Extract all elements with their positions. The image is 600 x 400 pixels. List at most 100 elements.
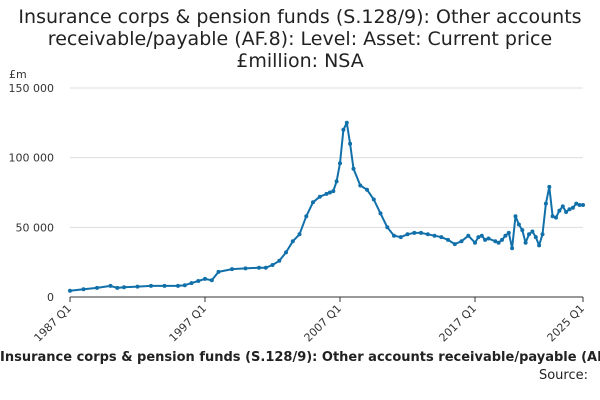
data-point xyxy=(554,215,558,220)
data-point xyxy=(527,232,531,237)
data-point xyxy=(398,235,403,240)
data-point xyxy=(510,246,515,251)
data-point xyxy=(506,230,511,235)
data-point xyxy=(405,232,410,237)
data-point xyxy=(479,233,484,238)
data-point xyxy=(81,287,86,292)
series-layer xyxy=(68,120,585,293)
data-point xyxy=(577,203,582,207)
data-point xyxy=(263,265,268,270)
data-point xyxy=(432,233,437,238)
data-point xyxy=(543,201,548,206)
data-point xyxy=(419,230,423,235)
data-point xyxy=(365,187,369,192)
data-point xyxy=(503,233,508,238)
data-point xyxy=(327,190,332,195)
data-point xyxy=(496,240,501,245)
y-tick-label: 0 xyxy=(47,291,54,304)
data-point xyxy=(108,283,113,288)
data-point xyxy=(540,232,545,237)
data-point xyxy=(533,235,538,240)
chart-caption: Insurance corps & pension funds (S.128/9… xyxy=(0,350,600,365)
data-point xyxy=(348,141,353,146)
y-tick-label: 150 000 xyxy=(9,82,55,95)
data-point xyxy=(567,207,572,212)
data-point xyxy=(334,179,339,184)
chart-title-line-2: receivable/payable (AF.8): Level: Asset:… xyxy=(47,28,553,50)
y-tick-label: 100 000 xyxy=(9,152,55,165)
data-point xyxy=(331,189,336,194)
data-point xyxy=(277,258,282,263)
data-point xyxy=(344,120,349,125)
data-point xyxy=(243,266,248,271)
data-point xyxy=(483,237,488,242)
series-line xyxy=(69,121,583,292)
data-point xyxy=(564,210,569,214)
data-point xyxy=(473,240,477,245)
data-point xyxy=(338,161,342,166)
data-point xyxy=(196,279,201,283)
data-point xyxy=(162,283,167,288)
data-point xyxy=(371,197,376,202)
data-point xyxy=(466,233,471,238)
data-point xyxy=(523,240,528,245)
data-point xyxy=(452,242,457,247)
x-tick-label: 2017 Q1 xyxy=(437,302,480,345)
data-point xyxy=(476,235,481,240)
y-tick-label: 50 000 xyxy=(16,221,55,234)
data-point xyxy=(516,222,521,227)
data-point xyxy=(284,250,288,255)
data-point xyxy=(176,283,180,288)
data-point xyxy=(230,267,234,272)
data-point xyxy=(500,237,504,242)
data-point xyxy=(351,166,356,171)
x-tick-label: 2025 Q1 xyxy=(545,302,588,345)
data-point xyxy=(557,208,562,213)
data-point xyxy=(560,204,565,209)
data-point xyxy=(149,283,153,288)
data-point xyxy=(115,285,120,290)
data-point xyxy=(209,278,214,283)
source-label: Source: xyxy=(538,368,588,383)
data-point xyxy=(358,183,363,188)
data-point xyxy=(439,235,444,240)
data-point xyxy=(550,214,555,219)
data-point xyxy=(581,203,585,207)
data-point xyxy=(324,191,329,196)
x-tick-label: 1997 Q1 xyxy=(167,302,210,345)
chart-title-line-3: £million: NSA xyxy=(236,50,364,72)
data-point xyxy=(297,232,302,237)
data-point xyxy=(290,239,295,244)
data-point xyxy=(425,232,430,237)
data-point xyxy=(68,288,72,293)
x-tick-label: 1987 Q1 xyxy=(32,302,75,345)
grid-lines xyxy=(70,87,583,228)
data-point xyxy=(392,233,396,238)
data-point xyxy=(270,263,275,267)
data-point xyxy=(304,214,309,219)
x-axis: 1987 Q1 1997 Q1 2007 Q1 2017 Q1 2025 Q1 xyxy=(32,296,588,345)
data-point xyxy=(317,194,322,199)
chart-title-line-1: Insurance corps & pension funds (S.128/9… xyxy=(18,6,582,28)
data-point xyxy=(486,236,491,241)
data-point xyxy=(122,285,126,290)
data-point xyxy=(385,225,390,230)
data-point xyxy=(311,200,315,205)
data-point xyxy=(530,229,535,234)
data-point xyxy=(189,281,194,286)
data-point xyxy=(257,265,261,270)
data-point xyxy=(378,211,383,216)
data-point xyxy=(446,237,450,242)
chart-title: Insurance corps & pension funds (S.128/9… xyxy=(0,6,600,72)
data-point xyxy=(412,230,417,235)
data-point xyxy=(135,284,140,289)
data-point xyxy=(547,184,552,189)
data-point xyxy=(95,285,99,290)
data-point xyxy=(520,228,525,233)
data-point xyxy=(537,243,542,248)
data-point xyxy=(203,276,207,281)
data-point xyxy=(216,269,221,274)
y-axis-label: £m xyxy=(9,68,27,81)
y-axis: 0 50 000 100 000 150 000£m xyxy=(9,68,55,304)
